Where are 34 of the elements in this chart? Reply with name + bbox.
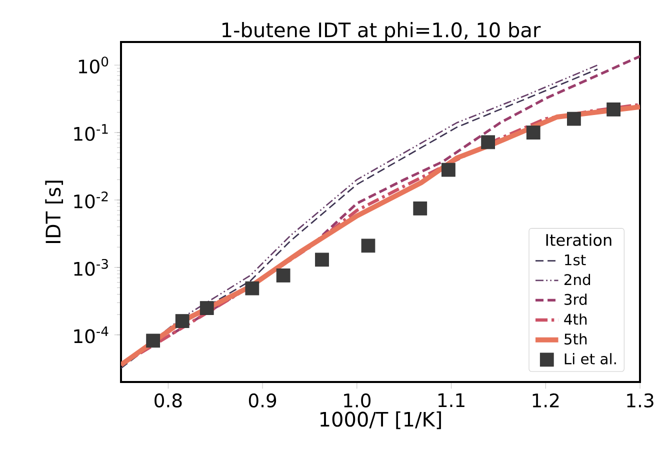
point	[481, 135, 496, 150]
y-tick-label: 10$^{-4}$	[74, 326, 108, 344]
legend-title: Iteration	[546, 234, 612, 246]
legend-label: 4th	[564, 313, 587, 325]
x-tick-label: 1.1	[438, 393, 464, 407]
x-tick-label: 1.0	[344, 393, 371, 408]
x-tick-label: 0.8	[154, 393, 182, 408]
point	[361, 238, 376, 253]
legend-label: 2nd	[564, 274, 590, 286]
x-axis-title: 1000/T [1/K]	[320, 411, 441, 430]
point	[245, 281, 260, 296]
point	[315, 252, 329, 267]
point	[200, 301, 214, 315]
y-tick-label: 10$^{-2}$	[74, 192, 108, 208]
legend-label: 1st	[565, 254, 586, 266]
chart-title: 1-butene IDT at phi=1.0, 10 bar	[222, 22, 541, 42]
legend-label: 3rd	[564, 294, 586, 305]
x-tick-label: 1.2	[532, 393, 559, 408]
point	[175, 314, 190, 328]
point	[413, 201, 428, 216]
point	[567, 112, 581, 126]
y-tick-label: 10$^{-3}$	[74, 258, 108, 276]
point	[146, 334, 160, 348]
point	[442, 162, 456, 177]
point	[276, 268, 290, 282]
y-axis-title: IDT [s]	[45, 180, 64, 243]
point	[526, 126, 540, 140]
y-tick-label: 10$^{0}$	[78, 56, 108, 74]
x-tick-label: 1.3	[627, 393, 654, 408]
legend-label: Li et al.	[564, 353, 616, 364]
point	[606, 102, 621, 116]
x-tick-label: 0.9	[248, 393, 276, 408]
y-tick-label: 10$^{-1}$	[74, 124, 108, 141]
legend-label: 5th	[564, 333, 587, 345]
